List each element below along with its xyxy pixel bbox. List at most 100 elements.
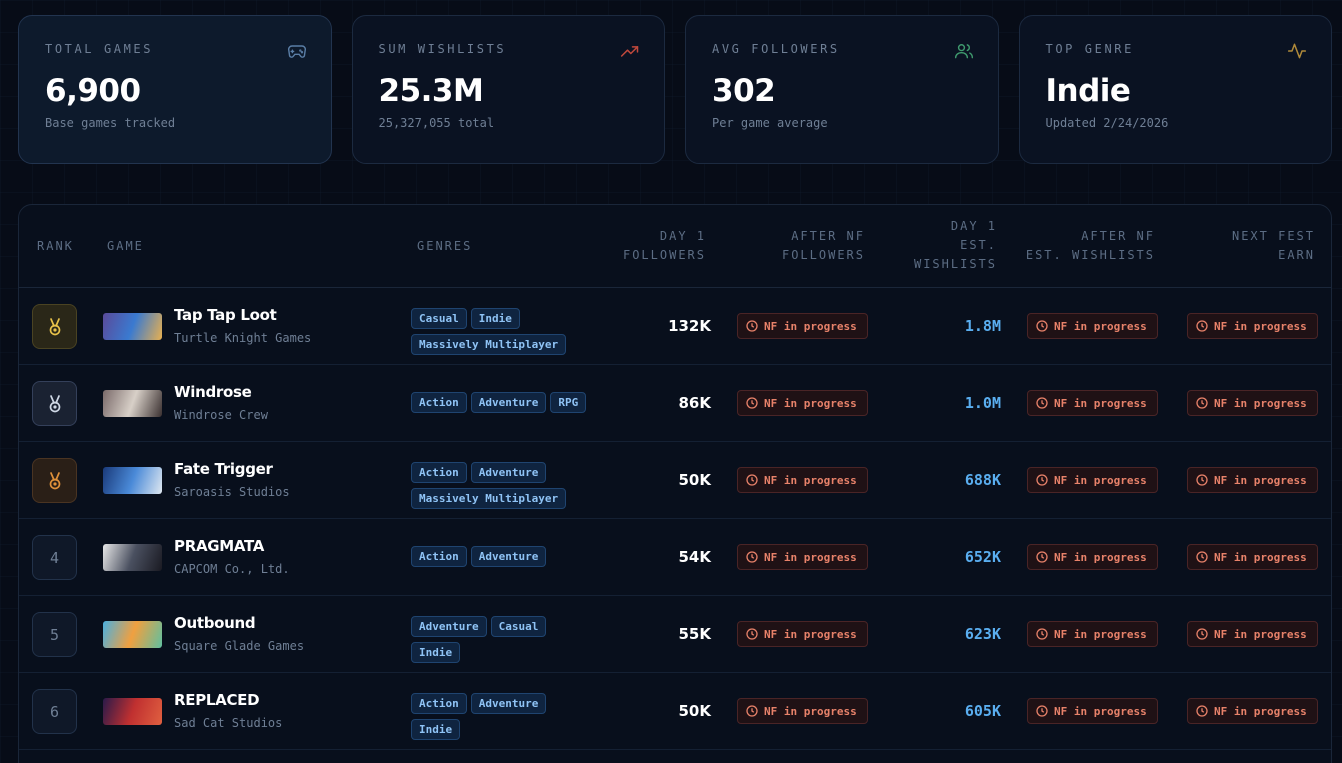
genre-tag[interactable]: Adventure bbox=[411, 616, 487, 637]
clock-icon bbox=[746, 397, 758, 409]
genre-tag[interactable]: Indie bbox=[411, 642, 461, 663]
genre-tag[interactable]: Action bbox=[411, 462, 467, 483]
genre-tag[interactable]: Indie bbox=[470, 308, 520, 329]
rank-number: 5 bbox=[49, 625, 60, 644]
stat-label: TOTAL GAMES bbox=[45, 42, 154, 56]
nf-status-badge: NF in progress bbox=[1187, 313, 1318, 339]
genre-tag[interactable]: Action bbox=[411, 392, 467, 413]
header-day1-followers-line2: FOLLOWERS bbox=[622, 248, 706, 262]
game-name[interactable]: Windrose bbox=[174, 383, 252, 401]
header-genres[interactable]: GENRES bbox=[417, 239, 473, 253]
stat-label: TOP GENRE bbox=[1045, 42, 1134, 56]
nf-status-badge: NF in progress bbox=[1027, 467, 1158, 493]
game-thumbnail[interactable] bbox=[103, 467, 162, 494]
nf-status-text: NF in progress bbox=[764, 473, 857, 487]
header-after-nf-wishlists-line2: EST. WISHLISTS bbox=[1025, 248, 1155, 262]
stat-card-total-games: TOTAL GAMES 6,900 Base games tracked bbox=[18, 15, 332, 164]
table-row[interactable]: 5 Outbound Square Glade Games Adventure Casu… bbox=[19, 596, 1331, 673]
stat-value: 25.3M bbox=[378, 73, 484, 109]
table-row[interactable]: Fate Trigger Saroasis Studios Action Advent… bbox=[19, 442, 1331, 519]
nf-status-text: NF in progress bbox=[764, 550, 857, 564]
nf-status-text: NF in progress bbox=[1054, 627, 1147, 641]
table-row[interactable]: Tap Tap Loot Turtle Knight Games Casual Ind… bbox=[19, 288, 1331, 365]
genre-tag[interactable]: Massively Multiplayer bbox=[411, 488, 567, 509]
table-row[interactable]: 4 PRAGMATA CAPCOM Co., Ltd. Action Adventure… bbox=[19, 519, 1331, 596]
header-after-nf-wishlists-line1: AFTER NF bbox=[1081, 229, 1155, 243]
stat-sub: 25,327,055 total bbox=[378, 116, 495, 130]
header-after-nf-wishlists[interactable]: AFTER NF EST. WISHLISTS bbox=[1026, 227, 1155, 265]
header-day1-followers-line1: DAY 1 bbox=[659, 229, 706, 243]
genre-tag[interactable]: Action bbox=[411, 546, 467, 567]
activity-icon bbox=[1287, 43, 1307, 59]
rank-number: 4 bbox=[49, 548, 60, 567]
genre-tags: Action Adventure RPG bbox=[411, 392, 591, 413]
stat-card-top-genre: TOP GENRE Indie Updated 2/24/2026 bbox=[1018, 15, 1332, 164]
genre-tag[interactable]: Adventure bbox=[470, 392, 547, 413]
day1-followers-value: 86K bbox=[678, 394, 712, 412]
nf-status-text: NF in progress bbox=[1214, 396, 1307, 410]
header-day1-followers[interactable]: DAY 1 FOLLOWERS bbox=[623, 227, 706, 265]
day1-wishlists-value: 688K bbox=[964, 471, 1001, 489]
nf-status-text: NF in progress bbox=[1214, 704, 1307, 718]
header-rank[interactable]: RANK bbox=[37, 239, 74, 253]
day1-wishlists-value: 623K bbox=[964, 625, 1001, 643]
header-after-nf-followers-line1: AFTER NF bbox=[791, 229, 865, 243]
stat-sub: Base games tracked bbox=[45, 116, 176, 130]
game-developer: Turtle Knight Games bbox=[174, 331, 312, 345]
game-name[interactable]: REPLACED bbox=[174, 691, 260, 709]
header-day1-wishlists[interactable]: DAY 1 EST. WISHLISTS bbox=[914, 217, 997, 274]
nf-status-badge: NF in progress bbox=[1187, 390, 1318, 416]
genre-tag[interactable]: Adventure bbox=[470, 546, 547, 567]
game-name[interactable]: Tap Tap Loot bbox=[174, 306, 277, 324]
rank-number: 6 bbox=[49, 702, 60, 721]
game-name[interactable]: PRAGMATA bbox=[174, 537, 265, 555]
genre-tag[interactable]: Indie bbox=[411, 719, 461, 740]
game-thumbnail[interactable] bbox=[103, 621, 162, 648]
header-after-nf-followers-line2: FOLLOWERS bbox=[781, 248, 865, 262]
game-thumbnail[interactable] bbox=[103, 698, 162, 725]
clock-icon bbox=[1196, 628, 1208, 640]
nf-status-text: NF in progress bbox=[764, 396, 857, 410]
medal-icon bbox=[49, 471, 60, 489]
genre-tag[interactable]: Adventure bbox=[470, 693, 547, 714]
stat-label: SUM WISHLISTS bbox=[378, 42, 507, 56]
rank-badge bbox=[32, 381, 77, 426]
game-thumbnail[interactable] bbox=[103, 544, 162, 571]
clock-icon bbox=[1036, 474, 1048, 486]
nf-status-badge: NF in progress bbox=[1027, 621, 1158, 647]
day1-wishlists-value: 1.0M bbox=[964, 394, 1001, 412]
genre-tag[interactable]: Casual bbox=[490, 616, 547, 637]
genre-tags: Action Adventure Indie bbox=[411, 693, 591, 740]
rank-badge bbox=[32, 458, 77, 503]
game-name[interactable]: Outbound bbox=[174, 614, 256, 632]
genre-tag[interactable]: Casual bbox=[411, 308, 467, 329]
nf-status-badge: NF in progress bbox=[1187, 621, 1318, 647]
table-row[interactable]: 6 REPLACED Sad Cat Studios Action Adventure I… bbox=[19, 673, 1331, 750]
game-thumbnail[interactable] bbox=[103, 313, 162, 340]
nf-status-text: NF in progress bbox=[1054, 396, 1147, 410]
game-developer: Saroasis Studios bbox=[174, 485, 290, 499]
game-name[interactable]: Fate Trigger bbox=[174, 460, 273, 478]
clock-icon bbox=[746, 320, 758, 332]
stat-card-sum-wishlists: SUM WISHLISTS 25.3M 25,327,055 total bbox=[351, 15, 665, 164]
clock-icon bbox=[746, 705, 758, 717]
stat-sub: Per game average bbox=[712, 116, 828, 130]
table-row[interactable]: Windrose Windrose Crew Action Adventure RPG 8… bbox=[19, 365, 1331, 442]
genre-tag[interactable]: RPG bbox=[550, 392, 587, 413]
header-next-fest-earn[interactable]: NEXT FEST EARN bbox=[1232, 227, 1315, 265]
header-after-nf-followers[interactable]: AFTER NF FOLLOWERS bbox=[782, 227, 865, 265]
nf-status-badge: NF in progress bbox=[1187, 467, 1318, 493]
nf-status-text: NF in progress bbox=[764, 704, 857, 718]
header-game[interactable]: GAME bbox=[107, 239, 144, 253]
nf-status-text: NF in progress bbox=[764, 627, 857, 641]
genre-tag[interactable]: Action bbox=[411, 693, 467, 714]
nf-status-badge: NF in progress bbox=[1027, 698, 1158, 724]
medal-icon bbox=[49, 317, 60, 335]
day1-wishlists-value: 605K bbox=[964, 702, 1001, 720]
game-thumbnail[interactable] bbox=[103, 390, 162, 417]
genre-tags: Adventure Casual Indie bbox=[411, 616, 591, 663]
users-icon bbox=[954, 44, 973, 59]
genre-tag[interactable]: Massively Multiplayer bbox=[411, 334, 567, 355]
genre-tag[interactable]: Adventure bbox=[470, 462, 547, 483]
nf-status-badge: NF in progress bbox=[737, 698, 868, 724]
